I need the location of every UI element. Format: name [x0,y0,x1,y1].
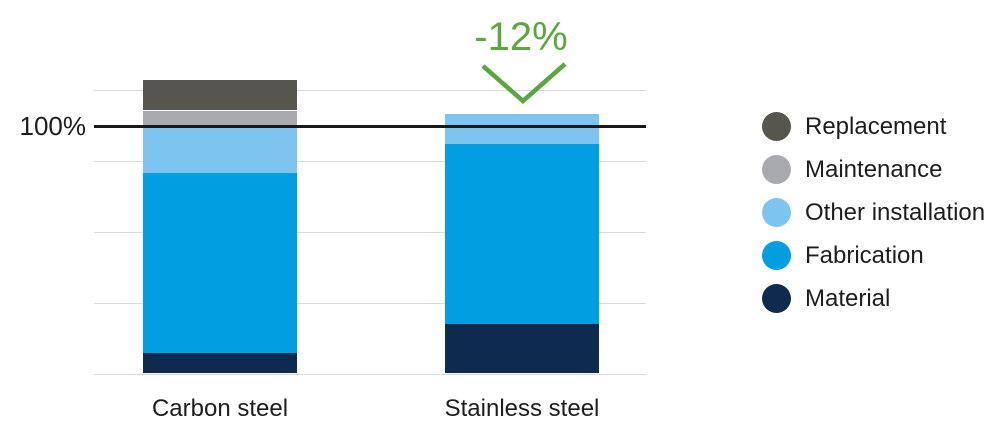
gridline [94,303,646,304]
legend-swatch-icon [762,241,791,270]
bar-segment-fabrication-carbon-steel [143,173,297,354]
bar-segment-material-carbon-steel [143,353,297,373]
reference-line-label: 100% [19,111,87,141]
gridline-baseline [94,374,646,375]
legend-item-material: Material [762,284,985,313]
legend-swatch-icon [762,198,791,227]
gridline [94,232,646,233]
chevron-down-icon [470,50,580,115]
category-label-stainless-steel: Stainless steel [444,395,600,422]
legend-swatch-icon [762,112,791,141]
annotation-text: -12% [474,15,568,59]
legend-item-replacement: Replacement [762,112,985,141]
gridline [94,161,646,162]
legend-item-maintenance: Maintenance [762,155,985,184]
gridline [94,90,646,91]
legend-label: Fabrication [805,241,924,269]
legend-item-other-installation: Other installation [762,198,985,227]
legend-label: Material [805,284,891,312]
bar-segment-other-installation-carbon-steel [143,126,297,174]
reference-line-100pct [94,125,646,128]
bar-segment-fabrication-stainless-steel [445,143,599,324]
legend-swatch-icon [762,155,791,184]
legend-item-fabrication: Fabrication [762,241,985,270]
bar-segment-maintenance-carbon-steel [143,110,297,127]
legend-label: Other installation [805,198,986,226]
legend-label: Replacement [805,112,947,140]
category-label-carbon-steel: Carbon steel [151,395,289,422]
legend-label: Maintenance [805,155,943,183]
bar-segment-replacement-carbon-steel [143,79,297,111]
legend: Replacement Maintenance Other installation… [762,112,985,327]
bar-segment-other-installation-stainless-steel [445,114,599,144]
bar-segment-material-stainless-steel [445,323,599,373]
legend-swatch-icon [762,284,791,313]
